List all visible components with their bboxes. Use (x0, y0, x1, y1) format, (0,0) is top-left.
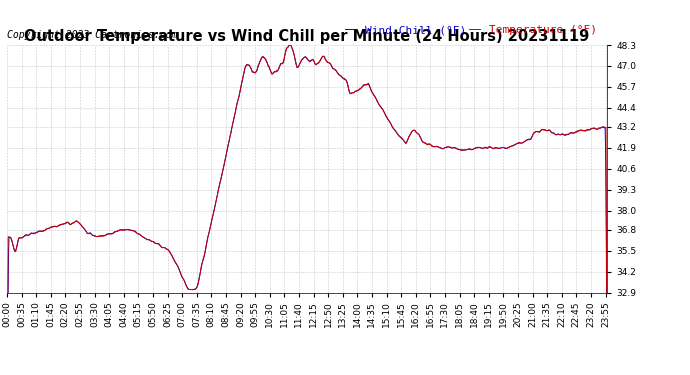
Wind Chill (°F) (204, 236, 212, 241)
Wind Chill (°F) (479, 146, 487, 150)
Temperature (°F) (479, 146, 487, 151)
Temperature (°F) (286, 42, 294, 46)
Temperature (°F) (121, 227, 130, 232)
Temperature (°F) (136, 233, 144, 237)
Wind Chill (°F) (532, 129, 540, 134)
Temperature (°F) (204, 236, 212, 240)
Temperature (°F) (532, 129, 540, 134)
Legend: Wind Chill (°F), Temperature (°F): Wind Chill (°F), Temperature (°F) (340, 21, 602, 40)
Wind Chill (°F) (401, 140, 409, 144)
Line: Temperature (°F): Temperature (°F) (7, 44, 607, 375)
Wind Chill (°F) (121, 228, 130, 232)
Text: Copyright 2023 Cartronics.com: Copyright 2023 Cartronics.com (7, 30, 177, 40)
Temperature (°F) (401, 140, 409, 144)
Line: Wind Chill (°F): Wind Chill (°F) (7, 45, 607, 375)
Wind Chill (°F) (286, 43, 295, 47)
Title: Outdoor Temperature vs Wind Chill per Minute (24 Hours) 20231119: Outdoor Temperature vs Wind Chill per Mi… (24, 29, 590, 44)
Wind Chill (°F) (136, 232, 144, 237)
